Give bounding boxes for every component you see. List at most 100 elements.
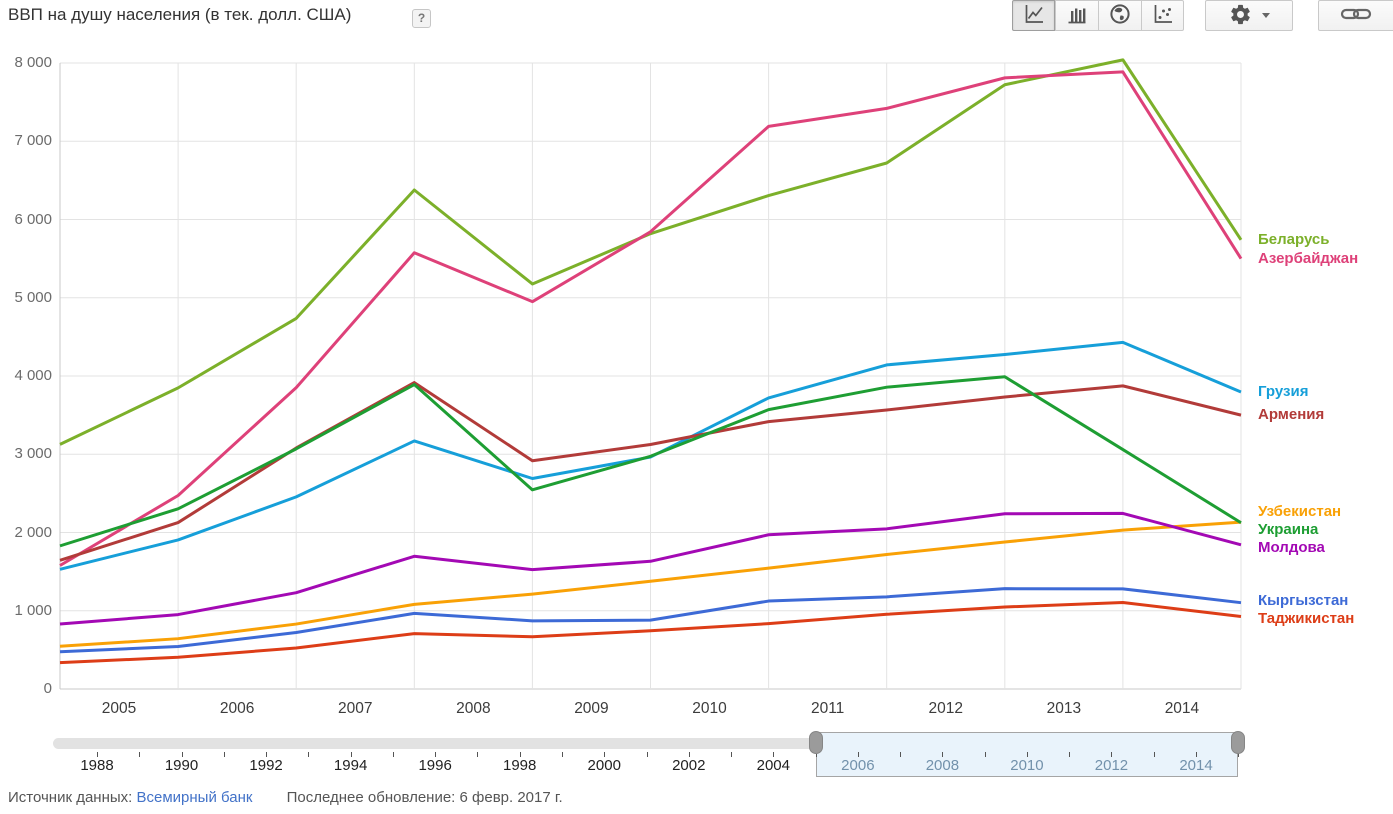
slider-tick <box>731 752 733 757</box>
legend-label[interactable]: Молдова <box>1258 538 1325 556</box>
series-line[interactable] <box>59 520 1242 648</box>
slider-tick <box>984 752 986 757</box>
slider-tick <box>97 752 98 757</box>
slider-year-label: 1998 <box>503 757 537 774</box>
slider-right-handle[interactable] <box>1231 731 1246 754</box>
slider-tick <box>139 752 141 757</box>
x-tick-label: 2009 <box>574 700 609 717</box>
y-tick-label: 3 000 <box>14 445 52 463</box>
slider-track[interactable] <box>53 738 1245 749</box>
series-line[interactable] <box>59 375 1242 548</box>
slider-tick <box>266 752 268 757</box>
footer: Источник данных: Всемирный банк Последне… <box>8 789 563 806</box>
slider-year-label: 2010 <box>1010 757 1044 774</box>
series-line[interactable] <box>59 511 1242 626</box>
slider-year-label: 2000 <box>587 757 621 774</box>
slider-tick <box>350 752 352 757</box>
legend-label[interactable]: Армения <box>1258 406 1325 424</box>
chevron-down-icon <box>1261 13 1270 18</box>
slider-tick <box>646 752 648 757</box>
line-chart-icon <box>1022 2 1046 29</box>
slider-tick <box>1196 752 1198 757</box>
series-line[interactable] <box>59 381 1242 562</box>
slider-year-label: 1988 <box>80 757 114 774</box>
slider-tick <box>519 752 521 757</box>
slider-tick <box>181 752 183 757</box>
bar-chart-button[interactable] <box>1055 0 1098 31</box>
source-link[interactable]: Всемирный банк <box>136 789 253 806</box>
slider-axis: 1988 1990 1992 1994 1996 1998 2000 2002 2004 2006… <box>0 727 1393 785</box>
last-updated: Последнее обновление: 6 февр. 2017 г. <box>286 789 563 806</box>
x-tick-label: 2013 <box>1046 700 1082 717</box>
slider-tick <box>942 752 944 757</box>
share-link-button[interactable] <box>1318 0 1393 31</box>
gear-icon <box>1229 3 1252 29</box>
y-tick-label: 1 000 <box>14 601 52 619</box>
source-label: Источник данных: <box>8 789 133 806</box>
slider-year-label: 1990 <box>164 757 199 774</box>
slider-year-label: 2002 <box>672 757 706 774</box>
settings-button[interactable] <box>1205 0 1293 31</box>
slider-tick <box>857 752 859 757</box>
slider-year-label: 1994 <box>333 757 368 774</box>
legend-label[interactable]: Украина <box>1258 520 1319 538</box>
y-tick-label: 2 000 <box>14 523 52 541</box>
world-map-button[interactable] <box>1098 0 1141 31</box>
world-map-icon <box>1108 2 1132 29</box>
slider-tick <box>392 752 394 757</box>
slider-tick <box>688 752 690 757</box>
legend-label[interactable]: Беларусь <box>1258 230 1330 248</box>
slider-tick <box>604 752 606 757</box>
slider-tick <box>1111 752 1113 757</box>
slider-tick <box>815 752 817 757</box>
slider-tick <box>308 752 310 757</box>
x-tick-label: 2011 <box>810 700 845 717</box>
slider-year-label: 2004 <box>756 757 790 774</box>
slider-year-label: 1996 <box>418 757 452 774</box>
x-tick-label: 2008 <box>456 700 491 717</box>
chart-type-switcher <box>1012 0 1184 31</box>
x-tick-label: 2012 <box>928 700 963 717</box>
slider-tick <box>223 752 225 757</box>
x-tick-label: 2014 <box>1164 700 1200 717</box>
legend-label[interactable]: Азербайджан <box>1258 249 1359 267</box>
y-tick-label: 5 000 <box>14 288 52 306</box>
slider-year-label: 2014 <box>1179 757 1213 774</box>
series-line[interactable] <box>59 70 1243 567</box>
slider-selected-range[interactable] <box>815 732 1239 777</box>
x-tick-label: 2006 <box>219 700 255 717</box>
legend-label[interactable]: Таджикистан <box>1258 609 1355 627</box>
slider-tick <box>435 752 437 757</box>
x-tick-label: 2010 <box>692 700 727 717</box>
slider-tick <box>561 752 563 757</box>
slider-year-label: 1992 <box>249 757 283 774</box>
y-tick-label: 7 000 <box>14 132 52 150</box>
slider-tick <box>1153 752 1155 757</box>
series-line[interactable] <box>59 601 1242 665</box>
page-title: ВВП на душу населения (в тек. долл. США) <box>8 5 352 24</box>
scatter-chart-icon <box>1151 2 1175 29</box>
line-chart-button[interactable] <box>1012 0 1055 31</box>
help-button[interactable]: ? <box>412 9 431 28</box>
slider-tick <box>1238 752 1240 757</box>
slider-year-label: 2012 <box>1094 757 1129 774</box>
link-icon <box>1340 6 1372 25</box>
x-tick-label: 2005 <box>101 700 137 717</box>
slider-year-label: 2008 <box>925 757 960 774</box>
y-tick-label: 6 000 <box>14 210 52 228</box>
legend-label[interactable]: Кыргызстан <box>1258 591 1349 609</box>
bar-chart-icon <box>1065 2 1089 29</box>
y-tick-label: 8 000 <box>14 54 52 71</box>
y-tick-label: 0 <box>43 680 52 697</box>
slider-tick <box>1069 752 1071 757</box>
slider-tick <box>477 752 479 757</box>
slider-left-handle[interactable] <box>808 731 823 754</box>
scatter-chart-button[interactable] <box>1141 0 1184 31</box>
slider-tick <box>1026 752 1028 757</box>
line-chart <box>59 58 1243 690</box>
legend-label[interactable]: Узбекистан <box>1258 502 1342 520</box>
series-line[interactable] <box>59 587 1242 654</box>
plot-area[interactable] <box>59 58 1243 690</box>
legend-label[interactable]: Грузия <box>1258 382 1309 400</box>
y-tick-label: 4 000 <box>14 367 52 384</box>
